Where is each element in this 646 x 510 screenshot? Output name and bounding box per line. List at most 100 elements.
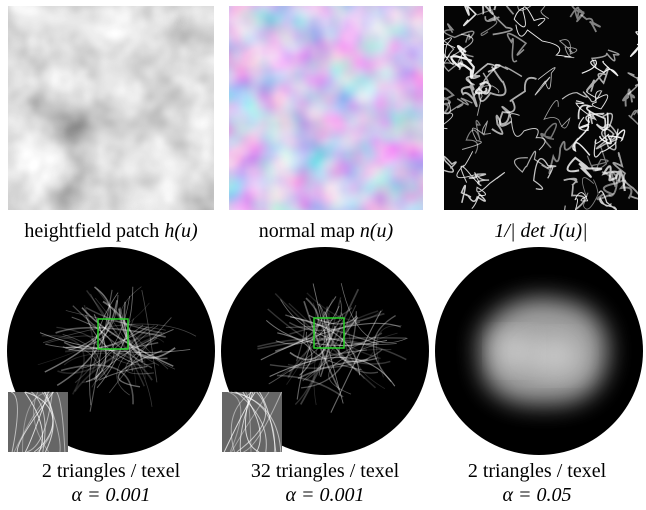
caustic-filament — [257, 337, 407, 361]
caustic-filament — [338, 316, 378, 363]
caustic-line — [533, 158, 557, 190]
caustic-line — [444, 87, 455, 114]
caustic-filament — [346, 321, 374, 362]
caustic-filament — [279, 348, 392, 377]
caustic-line — [506, 32, 528, 63]
caustic-filament — [287, 312, 330, 367]
inset-filament — [245, 391, 260, 453]
caustic-filament — [57, 327, 149, 375]
caustic-filament — [297, 358, 368, 380]
caustic-line — [491, 105, 511, 135]
render-panel-32tri — [220, 246, 430, 456]
caustic-filament — [129, 325, 155, 363]
caustic-line — [558, 39, 578, 59]
zoom-inset — [222, 392, 282, 452]
caustic-filament — [328, 342, 379, 395]
caustic-line — [569, 6, 585, 23]
caustic-filament — [319, 311, 331, 378]
zoom-box — [97, 318, 129, 350]
caustic-line — [575, 100, 591, 131]
zoom-box — [313, 317, 345, 349]
caustic-line — [601, 171, 618, 197]
caustic-line — [517, 6, 550, 20]
caustic-filament — [66, 346, 153, 381]
caustic-filament — [117, 349, 163, 388]
inset-filament — [21, 391, 50, 453]
caustic-line — [513, 6, 546, 28]
caustic-line — [581, 177, 599, 210]
inset-filament — [37, 391, 54, 453]
caustic-line — [586, 66, 609, 92]
caustic-line — [564, 192, 589, 210]
caustic-line — [586, 90, 609, 110]
caustic-filament — [72, 305, 153, 369]
caustic-filament — [62, 333, 101, 381]
inset-filament — [31, 391, 46, 453]
caustic-filament — [296, 296, 337, 400]
caustic-filament — [356, 332, 398, 390]
render-panel-2tri — [6, 246, 216, 456]
caustic-line — [561, 90, 603, 103]
caustic-line — [444, 23, 475, 43]
caustic-filament — [276, 374, 344, 398]
caustic-filament — [39, 332, 191, 353]
caustic-filament — [305, 304, 357, 381]
caustic-filament — [288, 321, 361, 331]
render-blur-caption: 2 triangles / texel α = 0.05 — [467, 460, 607, 506]
caustic-filament — [68, 321, 111, 351]
inset-filament — [236, 391, 267, 453]
inset-filament — [230, 391, 253, 453]
caustic-filament — [86, 322, 137, 385]
caustic-line — [593, 128, 619, 158]
caustic-filament — [74, 331, 165, 392]
caustic-filament — [71, 316, 115, 383]
caustic-filament — [289, 307, 353, 335]
caustic-line — [462, 6, 478, 27]
caustic-line — [476, 9, 498, 36]
caustic-filament — [305, 331, 362, 371]
caustic-filament — [312, 283, 344, 404]
caustic-filament — [82, 318, 135, 383]
caustic-filament — [302, 336, 377, 382]
caustic-filament — [141, 290, 158, 383]
inset-filament — [242, 391, 261, 453]
caustic-filament — [56, 300, 118, 387]
caustic-filament — [81, 295, 131, 369]
caustic-line — [628, 109, 638, 126]
caustic-filament — [268, 300, 342, 385]
caustic-filament — [257, 336, 407, 350]
caustic-line — [566, 156, 603, 178]
caustic-line — [540, 122, 557, 149]
inset-filament — [24, 391, 49, 453]
caustic-filament — [65, 346, 108, 379]
normal-map-caption: normal map n(u) — [258, 220, 394, 242]
caustic-line — [471, 172, 505, 210]
inset-filament — [56, 391, 66, 453]
caustic-filament — [125, 337, 158, 375]
caustic-line — [461, 120, 492, 150]
caustic-filament — [289, 325, 337, 361]
inset-filament — [230, 391, 282, 453]
caustic-filament — [63, 352, 160, 366]
caustic-line — [498, 76, 537, 127]
caustic-line — [460, 184, 487, 203]
caustic-line — [444, 33, 474, 66]
caustic-filament — [45, 335, 107, 388]
caustic-filament — [339, 310, 381, 360]
jacobian-panel — [444, 6, 638, 210]
caustic-filament — [315, 308, 357, 372]
caustic-filament — [144, 337, 165, 380]
inset-filament — [223, 391, 256, 453]
caustic-filament — [89, 292, 119, 406]
caustic-filament — [86, 289, 145, 387]
heightfield-caption: heightfield patch h(u) — [24, 220, 198, 242]
caustic-filament — [98, 365, 148, 381]
jacobian-caption: 1/| det J(u)| — [494, 220, 588, 242]
caustic-filament — [330, 310, 382, 413]
caustic-filament — [267, 308, 391, 365]
caustic-filament — [96, 286, 134, 389]
caustic-line — [543, 99, 571, 129]
caustic-filament — [102, 300, 144, 363]
caustic-filament — [89, 289, 113, 412]
caustic-line — [514, 150, 550, 173]
